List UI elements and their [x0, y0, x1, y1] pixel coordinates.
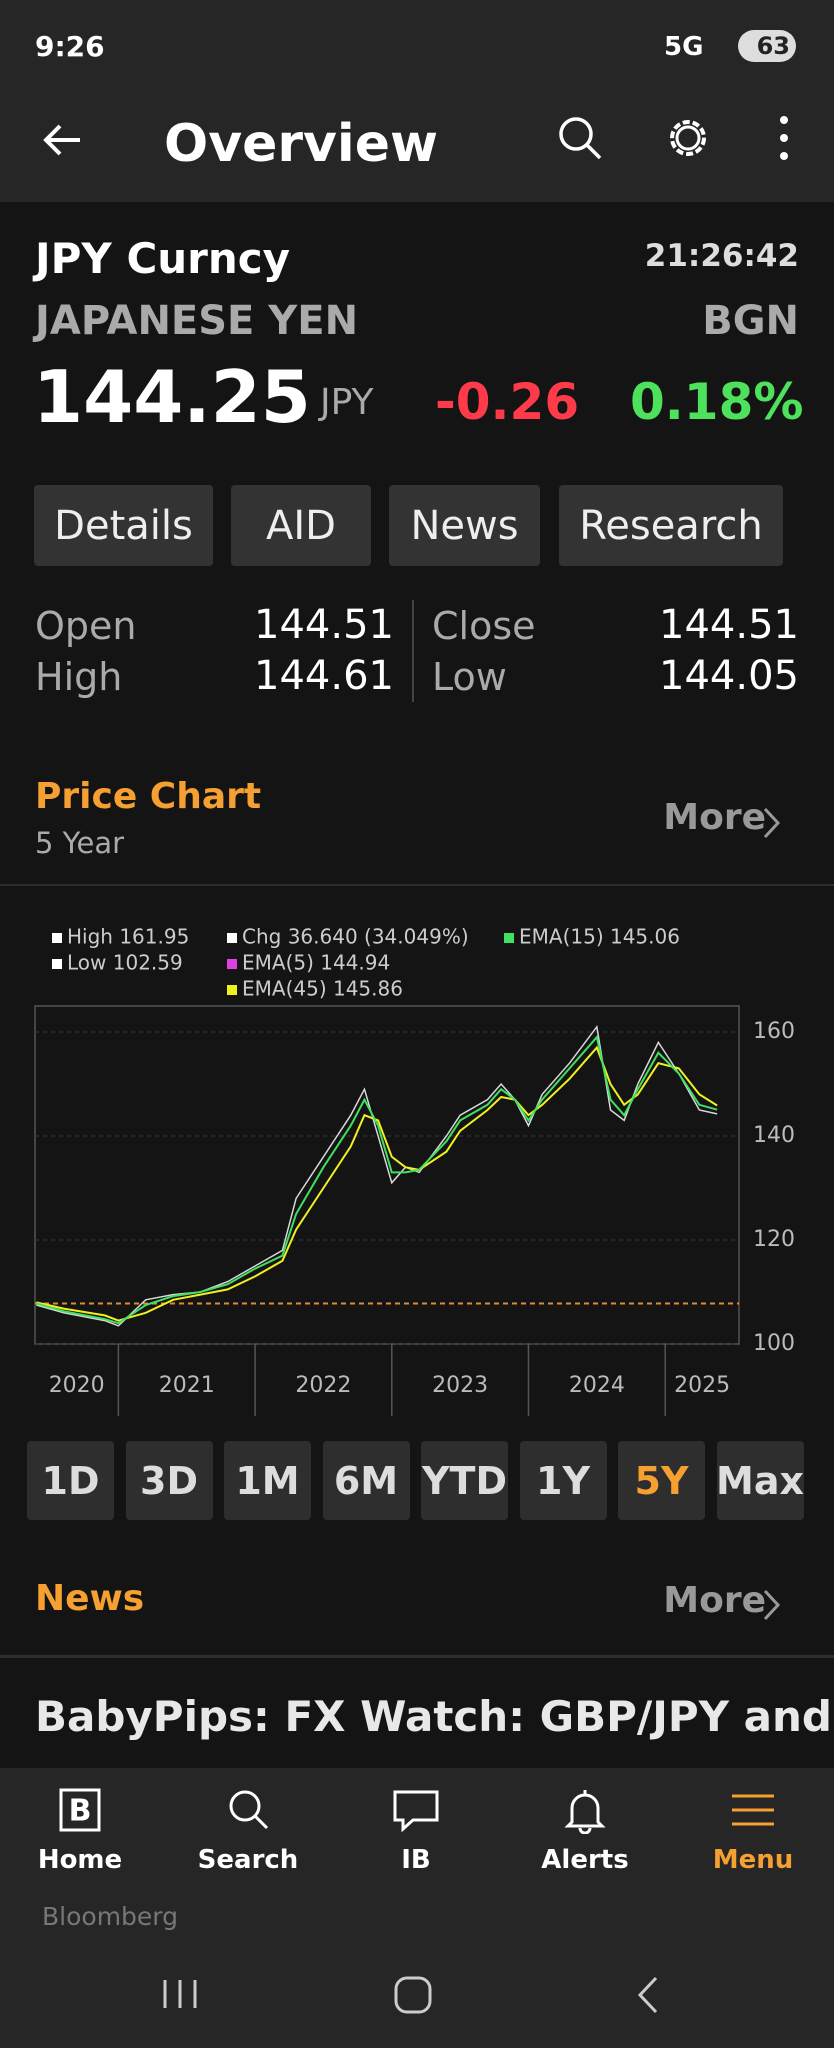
stat-value: 144.51	[254, 602, 394, 648]
legend-swatch	[52, 933, 62, 943]
series-line	[36, 1024, 718, 1327]
price: 144.25	[33, 355, 311, 439]
separator	[0, 1655, 834, 1658]
system-nav	[163, 1976, 658, 2014]
y-tick-label: 120	[753, 1227, 795, 1252]
change-pct: 0.18%	[630, 373, 804, 431]
watermark: Bloomberg	[42, 1902, 178, 1931]
chevron	[763, 807, 781, 839]
legend-label: High 161.95	[67, 925, 189, 949]
legend-label: EMA(15) 145.06	[519, 925, 680, 949]
range-button[interactable]: 3D	[125, 1441, 213, 1520]
x-tick-label: 2020	[49, 1373, 105, 1398]
legend-label: EMA(5) 144.94	[242, 951, 390, 975]
change: -0.26	[435, 373, 580, 431]
legend-swatch	[227, 959, 237, 969]
more-link[interactable]: More	[663, 797, 766, 838]
nav-icon[interactable]	[560, 1786, 610, 1835]
quote-time: 21:26:42	[644, 238, 799, 274]
range-button[interactable]: 1Y	[519, 1441, 607, 1520]
stat-label: High	[35, 655, 123, 699]
network: 5G	[664, 32, 704, 62]
more-link[interactable]: More	[663, 1580, 766, 1621]
icon: B	[59, 1788, 101, 1832]
stat-value: 144.61	[254, 653, 394, 699]
icon	[229, 1790, 269, 1830]
range-button[interactable]: 1M	[224, 1441, 311, 1520]
x-tick-label: 2025	[674, 1373, 730, 1398]
icon	[393, 1790, 439, 1833]
range-button[interactable]: 6M	[322, 1441, 410, 1520]
series-line	[36, 1035, 718, 1325]
section-title: Price Chart	[35, 776, 262, 817]
chevron	[763, 1589, 781, 1621]
x-tick-label: 2021	[159, 1373, 215, 1398]
nav-label[interactable]: Menu	[712, 1845, 794, 1875]
stat-value: 144.05	[659, 653, 799, 699]
divider	[412, 600, 414, 702]
nav-label[interactable]: IB	[401, 1845, 431, 1875]
currency: JPY	[320, 382, 374, 423]
legend-label: Low 102.59	[67, 951, 183, 975]
range-button[interactable]: Max	[716, 1441, 804, 1520]
legend-swatch	[227, 985, 237, 995]
tab-button[interactable]: News	[389, 485, 540, 566]
x-tick-label: 2024	[569, 1373, 625, 1398]
legend-label: EMA(45) 145.86	[242, 977, 403, 1001]
nav-icon[interactable]	[391, 1786, 441, 1834]
legend-swatch	[227, 933, 237, 943]
stat-label: Close	[432, 604, 536, 648]
stat-label: Open	[35, 604, 137, 648]
tab-button[interactable]: AID	[231, 485, 371, 566]
plot-frame	[34, 1005, 740, 1345]
legend-label: Chg 36.640 (34.049%)	[242, 925, 469, 949]
icon	[732, 1794, 774, 1826]
y-tick-label: 140	[753, 1123, 795, 1148]
separator	[0, 884, 834, 886]
nav-label[interactable]: Alerts	[541, 1845, 629, 1875]
source: BGN	[702, 298, 799, 344]
nav-icon[interactable]	[223, 1786, 273, 1834]
section-subtitle: 5 Year	[35, 826, 125, 860]
stat-value: 144.51	[659, 602, 799, 648]
x-tick-label: 2022	[295, 1373, 351, 1398]
section-title: News	[35, 1578, 145, 1619]
tab-button[interactable]: Research	[559, 485, 783, 566]
range-button[interactable]: YTD	[421, 1441, 508, 1520]
nav-label[interactable]: Search	[197, 1845, 299, 1875]
ticker: JPY Curncy	[35, 234, 291, 283]
bottom-nav	[0, 1768, 834, 2048]
nav-icon[interactable]: B	[55, 1786, 105, 1834]
search-icon[interactable]	[556, 114, 604, 162]
battery: 63	[738, 30, 796, 62]
series-line	[36, 1045, 718, 1322]
news-headline[interactable]: BabyPips: FX Watch: GBP/JPY and	[35, 1692, 832, 1741]
x-tick-label: 2023	[432, 1373, 488, 1398]
range-button[interactable]: 1D	[27, 1441, 114, 1520]
nav-label[interactable]: Home	[37, 1845, 123, 1875]
page-title: Overview	[164, 114, 439, 174]
legend-swatch	[504, 933, 514, 943]
stat-label: Low	[432, 655, 507, 699]
tab-button[interactable]: Details	[34, 485, 213, 566]
legend-swatch	[52, 959, 62, 969]
icon	[564, 1790, 606, 1835]
status-time: 9:26	[35, 30, 105, 63]
more-menu[interactable]	[774, 114, 794, 162]
range-button[interactable]: 5Y	[618, 1441, 705, 1520]
nav-icon[interactable]	[728, 1786, 778, 1834]
y-tick-label: 100	[753, 1331, 795, 1356]
top-bar	[0, 0, 834, 202]
security-name: JAPANESE YEN	[35, 298, 359, 344]
svg-text:B: B	[69, 1794, 92, 1829]
back-button[interactable]	[40, 120, 84, 164]
settings-icon[interactable]	[664, 114, 712, 162]
y-tick-label: 160	[753, 1019, 795, 1044]
